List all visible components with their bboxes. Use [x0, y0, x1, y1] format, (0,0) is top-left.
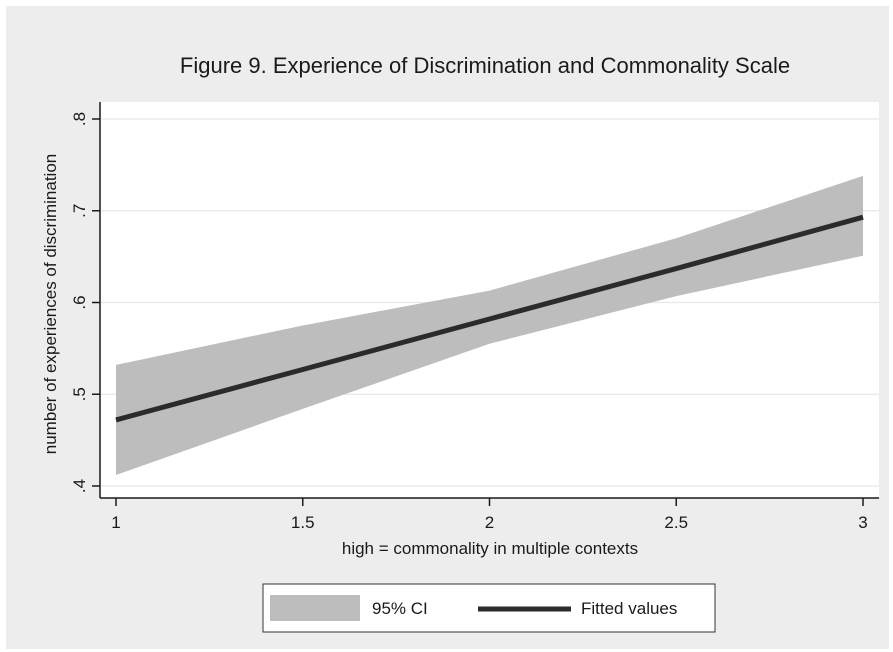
legend-label-ci: 95% CI: [372, 599, 428, 618]
x-tick-label-2: 2: [485, 513, 494, 532]
legend: 95% CI Fitted values: [262, 583, 716, 633]
x-tick-label-0: 1: [111, 513, 120, 532]
legend-label-fitted: Fitted values: [581, 599, 677, 618]
legend-swatch-ci: [270, 595, 360, 621]
y-tick-label-3: .7: [70, 204, 89, 218]
x-tick-label-4: 3: [858, 513, 867, 532]
y-tick-label-0: .4: [70, 479, 89, 493]
x-tick-label-1: 1.5: [291, 513, 315, 532]
chart-title: Figure 9. Experience of Discrimination a…: [180, 53, 790, 78]
y-ticks: .4 .5 .6 .7 .8: [70, 112, 100, 493]
x-tick-label-3: 2.5: [664, 513, 688, 532]
figure: Figure 9. Experience of Discrimination a…: [6, 6, 889, 649]
fitted-line: [115, 214, 864, 423]
ci-band: [116, 175, 863, 475]
y-tick-label-2: .6: [70, 295, 89, 309]
confidence-band-layer: [116, 175, 863, 475]
x-axis-title: high = commonality in multiple contexts: [342, 539, 638, 558]
y-tick-label-1: .5: [70, 387, 89, 401]
fitted-line-layer: [115, 214, 864, 423]
y-tick-label-4: .8: [70, 112, 89, 126]
y-axis-title: number of experiences of discrimination: [41, 154, 60, 454]
chart: Figure 9. Experience of Discrimination a…: [41, 53, 879, 633]
x-ticks: 1 1.5 2 2.5 3: [111, 498, 868, 532]
